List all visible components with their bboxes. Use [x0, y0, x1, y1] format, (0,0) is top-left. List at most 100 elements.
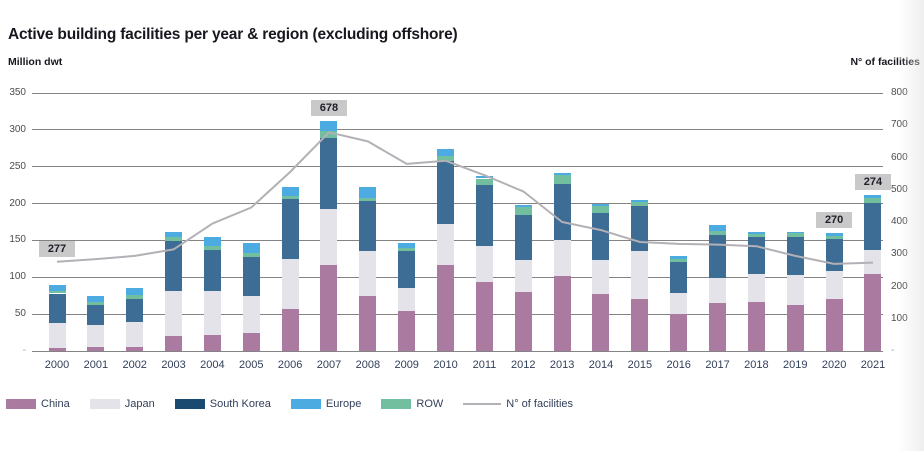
- gridline: [32, 92, 883, 94]
- y-axis-tick-left: 350: [9, 87, 26, 98]
- bar-segment-europe: [670, 255, 688, 259]
- legend-label: Europe: [325, 398, 362, 410]
- gridline: [32, 313, 883, 315]
- x-axis-label: 2015: [627, 359, 653, 371]
- bar-segment-china: [786, 304, 804, 351]
- bar-segment-europe: [592, 204, 610, 206]
- bar-segment-china: [747, 302, 765, 351]
- bar-segment-china: [87, 347, 105, 351]
- y-axis-tick-left: 300: [9, 123, 26, 135]
- bar-segment-row: [437, 155, 455, 161]
- bar-segment-japan: [281, 258, 299, 309]
- value-callout: 277: [39, 240, 75, 257]
- bar-segment-europe: [87, 296, 105, 303]
- bar-segment-japan: [242, 295, 260, 333]
- bar-segment-south-korea: [126, 298, 144, 322]
- bar-segment-south-korea: [475, 185, 493, 247]
- value-callout: 270: [816, 212, 853, 229]
- bar-segment-south-korea: [631, 205, 649, 252]
- bar-segment-japan: [475, 246, 493, 282]
- x-axis-label: 2004: [200, 359, 225, 371]
- bar-segment-row: [320, 131, 338, 138]
- legend-item-europe: Europe: [290, 398, 362, 410]
- bar-segment-china: [281, 308, 299, 351]
- legend-label: Japan: [124, 398, 155, 410]
- left-axis-unit-label: Million dwt: [8, 56, 63, 68]
- bar-segment-europe: [553, 172, 571, 175]
- bar-segment-japan: [48, 322, 66, 349]
- legend-label: China: [41, 398, 70, 410]
- bar-segment-south-korea: [203, 250, 221, 291]
- bar-segment-japan: [709, 278, 727, 304]
- x-axis-label: 2020: [821, 359, 847, 371]
- gridline: [32, 166, 883, 168]
- bar-segment-row: [514, 207, 532, 215]
- legend-item-south-korea: South Korea: [174, 398, 271, 410]
- bar-segment-south-korea: [786, 236, 804, 276]
- x-axis-label: 2018: [744, 359, 769, 371]
- bar-segment-row: [398, 247, 416, 251]
- bar-segment-row: [359, 197, 377, 201]
- chart-title: Active building facilities per year & re…: [8, 26, 458, 43]
- bar-segment-row: [87, 302, 105, 305]
- bar-segment-japan: [320, 208, 338, 265]
- x-axis-label: 2000: [44, 359, 70, 371]
- bar-segment-japan: [631, 251, 649, 299]
- bar-segment-europe: [48, 284, 66, 292]
- bar-segment-row: [48, 291, 66, 294]
- bar-segment-china: [203, 334, 221, 351]
- bar-segment-europe: [631, 199, 649, 203]
- bar-segment-south-korea: [670, 261, 688, 293]
- bar-segment-south-korea: [242, 257, 260, 296]
- bar-segment-china: [553, 275, 571, 351]
- x-axis-label: 2014: [588, 359, 614, 371]
- bar-segment-china: [825, 299, 843, 351]
- bar-segment-europe: [398, 243, 416, 248]
- bar-segment-south-korea: [281, 199, 299, 259]
- legend-swatch-facilities-line: [463, 403, 502, 405]
- x-axis-label: 2019: [783, 359, 808, 371]
- chart-legend: China Japan South Korea Europe ROW N° of faci…: [6, 398, 573, 410]
- x-axis-label: 2013: [549, 359, 575, 371]
- x-axis-label: 2006: [277, 359, 303, 371]
- bar-segment-south-korea: [864, 202, 882, 250]
- bar-segment-row: [242, 252, 260, 258]
- legend-item-row: ROW: [381, 398, 443, 410]
- bar-segment-japan: [165, 291, 183, 336]
- y-axis-tick-left: 250: [9, 160, 26, 172]
- bar-segment-south-korea: [359, 200, 377, 251]
- bar-segment-europe: [281, 187, 299, 197]
- bar-segment-south-korea: [48, 293, 66, 323]
- bar-segment-south-korea: [747, 236, 765, 274]
- x-axis-label: 2003: [161, 359, 186, 371]
- y-axis-tick-left: -: [22, 345, 26, 356]
- bar-segment-europe: [709, 224, 727, 231]
- legend-swatch-china: [6, 399, 36, 409]
- legend-swatch-row: [381, 399, 412, 409]
- bar-segment-europe: [786, 231, 804, 234]
- bar-segment-row: [864, 197, 882, 203]
- bar-segment-china: [709, 303, 727, 351]
- bar-segment-china: [437, 264, 455, 351]
- x-axis-label: 2011: [472, 359, 497, 371]
- bar-segment-japan: [747, 273, 765, 303]
- bar-segment-china: [242, 332, 260, 351]
- bar-segment-japan: [514, 259, 532, 293]
- bar-segment-china: [475, 281, 493, 351]
- x-axis-label: 2007: [316, 359, 342, 371]
- bar-segment-row: [203, 246, 221, 250]
- bar-segment-row: [709, 230, 727, 235]
- x-axis-label: 2017: [705, 359, 730, 371]
- bar-segment-japan: [670, 292, 688, 315]
- bar-segment-row: [670, 258, 688, 262]
- bar-segment-japan: [203, 290, 221, 335]
- y-axis-tick-left: 50: [14, 308, 26, 320]
- bar-segment-japan: [553, 240, 571, 276]
- bar-segment-south-korea: [320, 137, 338, 209]
- value-callout: 678: [310, 100, 347, 116]
- y-axis-tick-left: 200: [9, 197, 26, 209]
- y-axis-tick-right: -: [891, 345, 895, 356]
- gridline: [32, 129, 883, 131]
